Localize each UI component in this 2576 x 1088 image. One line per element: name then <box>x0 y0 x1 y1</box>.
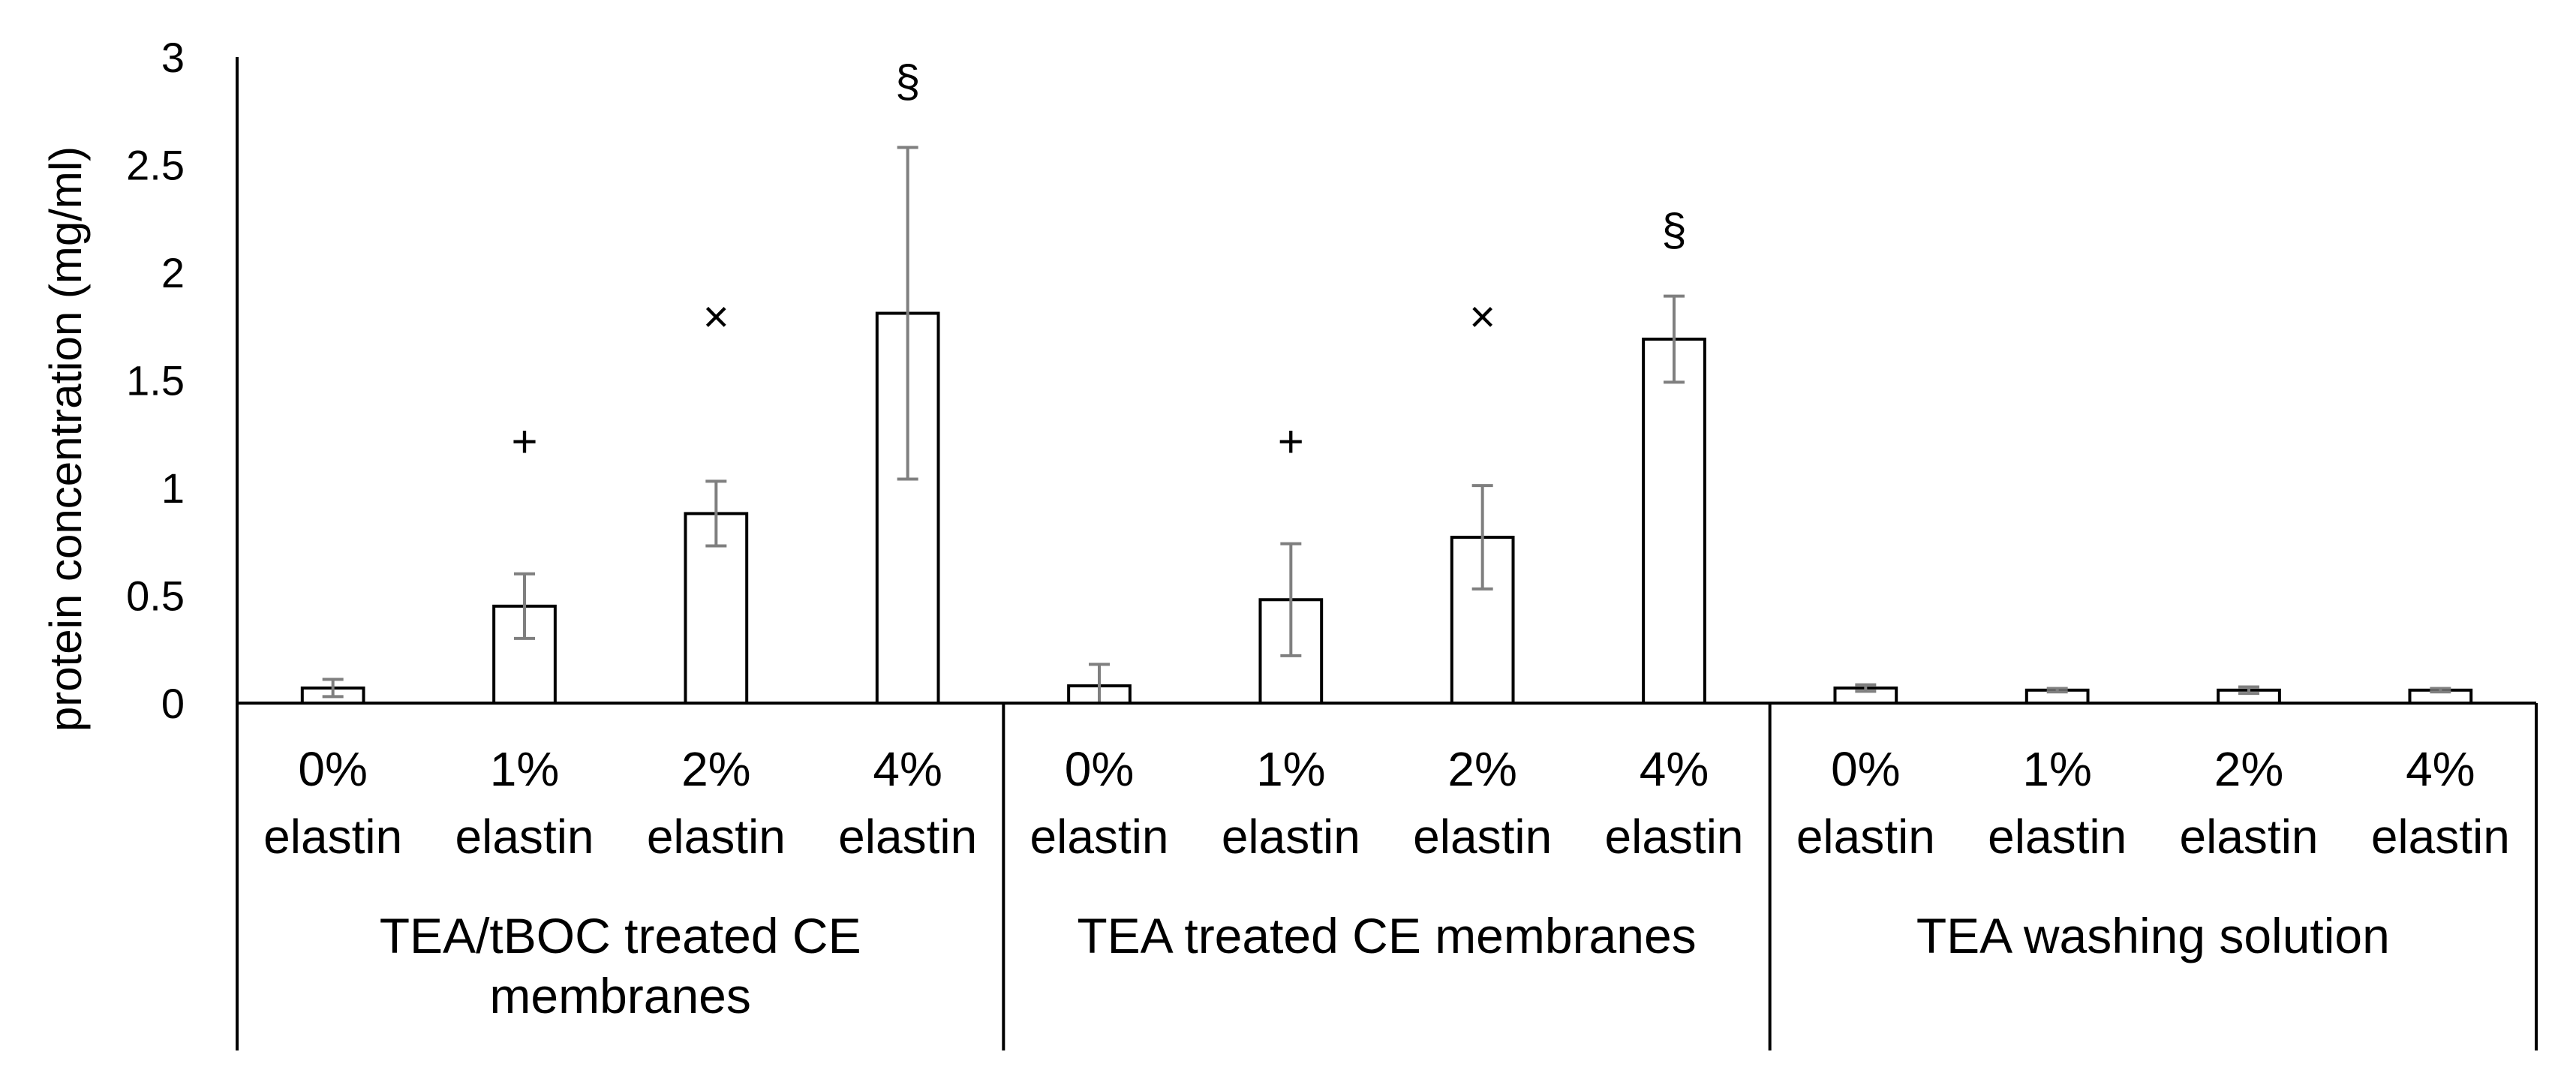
x-group-label: TEA washing solution <box>1916 908 2390 963</box>
x-category-label: 0% <box>1831 742 1901 796</box>
x-group-label: TEA/tBOC treated CE <box>380 908 861 963</box>
x-category-label: 0% <box>1065 742 1135 796</box>
error-bars <box>322 146 2451 705</box>
significance-marker: § <box>895 56 920 107</box>
x-group-label: membranes <box>489 968 750 1023</box>
x-category-label: 0% <box>298 742 368 796</box>
x-category-label: elastin <box>1796 810 1935 864</box>
significance-marker: + <box>511 416 537 467</box>
significance-marker: × <box>703 291 729 341</box>
y-tick-label: 0.5 <box>126 573 185 620</box>
x-category-label: 1% <box>1256 742 1326 796</box>
x-category-label: 4% <box>2406 742 2475 796</box>
significance-marker: × <box>1469 291 1495 341</box>
y-axis-label: protein concentration (mg/ml) <box>41 146 91 732</box>
x-category-label: elastin <box>1605 810 1744 864</box>
x-category-label: elastin <box>1222 810 1360 864</box>
bar <box>1642 337 1706 705</box>
x-category-label: elastin <box>647 810 786 864</box>
x-category-label: 4% <box>873 742 942 796</box>
x-category-label: elastin <box>1988 810 2127 864</box>
x-group-label: TEA treated CE membranes <box>1077 908 1696 963</box>
y-axis: 0 0.5 1 1.5 2 2.5 3 <box>126 34 239 727</box>
x-category-label: 2% <box>681 742 751 796</box>
y-tick-label: 3 <box>161 34 185 81</box>
y-tick-label: 2.5 <box>126 142 185 189</box>
x-category-label: elastin <box>838 810 977 864</box>
x-axis: 0% elastin 1% elastin 2% elastin 4% elastin TEA/… <box>236 702 2538 1050</box>
bars <box>300 311 2473 705</box>
significance-markers: + × § + × § <box>511 56 1686 467</box>
x-category-label: elastin <box>263 810 402 864</box>
x-category-label: 2% <box>2214 742 2284 796</box>
x-category-label: elastin <box>2180 810 2319 864</box>
x-category-label: 4% <box>1640 742 1709 796</box>
x-category-label: elastin <box>2371 810 2510 864</box>
x-category-label: elastin <box>1413 810 1552 864</box>
x-category-label: 1% <box>2022 742 2092 796</box>
y-tick-label: 1.5 <box>126 357 185 404</box>
significance-marker: § <box>1661 205 1686 255</box>
x-category-label: elastin <box>1030 810 1169 864</box>
x-category-label: 2% <box>1447 742 1517 796</box>
x-category-label: 1% <box>490 742 560 796</box>
y-tick-label: 1 <box>161 464 185 512</box>
x-category-label: elastin <box>455 810 594 864</box>
y-tick-label: 2 <box>161 249 185 296</box>
y-tick-label: 0 <box>161 680 185 727</box>
significance-marker: + <box>1278 416 1304 467</box>
